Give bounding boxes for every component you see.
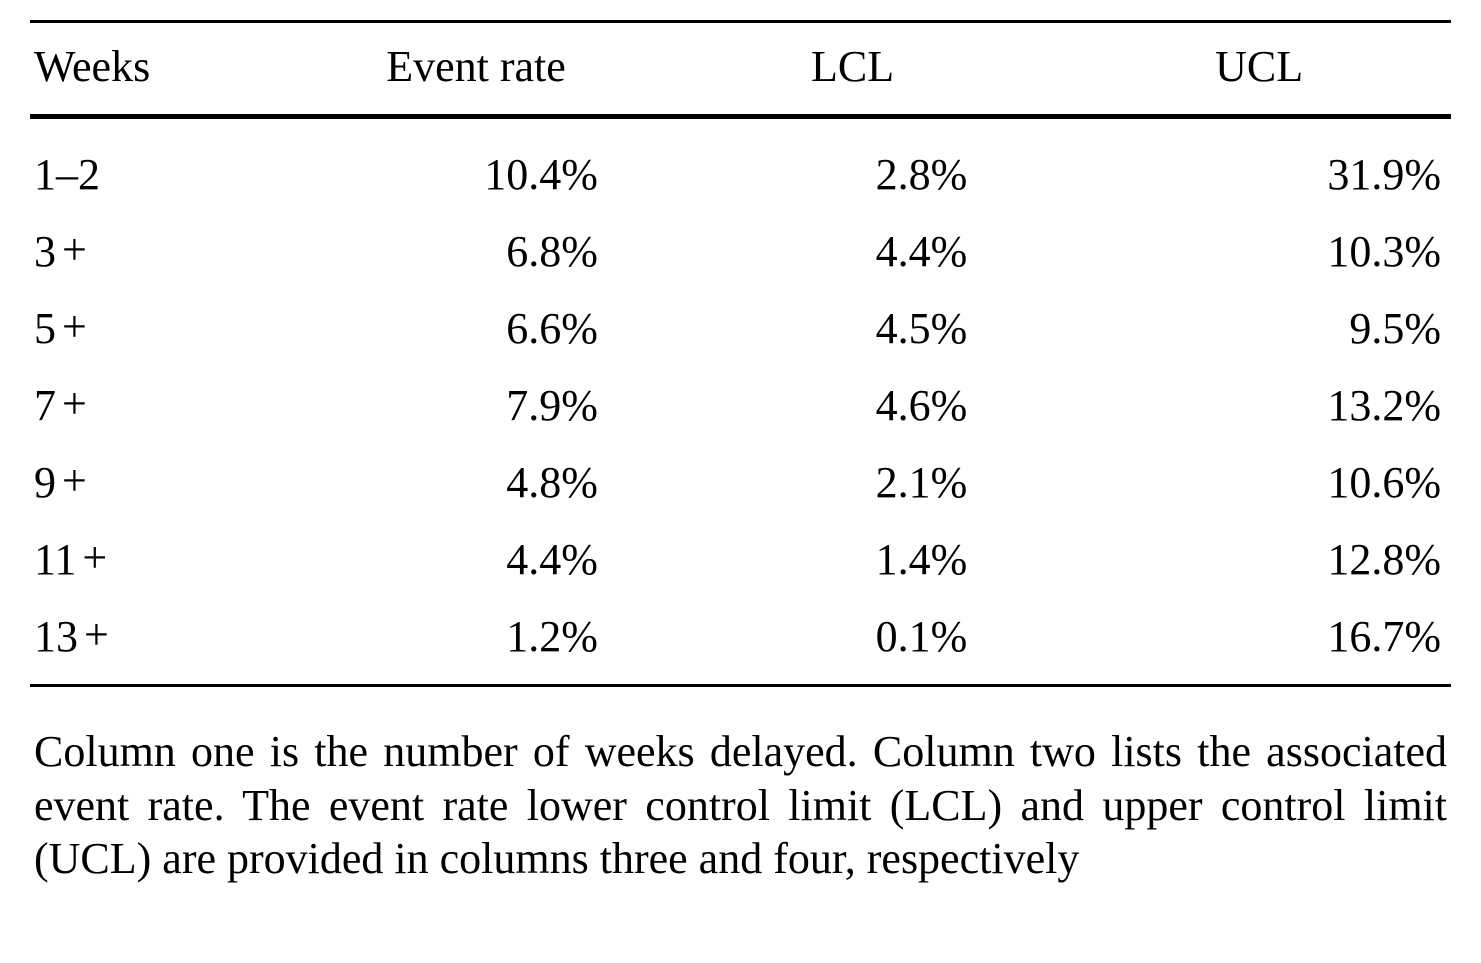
cell-weeks: 1–2 (30, 117, 314, 214)
cell-lcl: 0.1% (698, 598, 1067, 686)
table-header-row: Weeks Event rate LCL UCL (30, 22, 1451, 117)
cell-event-rate: 1.2% (314, 598, 698, 686)
table-row: 7+7.9%4.6%13.2% (30, 367, 1451, 444)
cell-ucl: 10.6% (1067, 444, 1451, 521)
table-row: 5+6.6%4.5%9.5% (30, 290, 1451, 367)
table-row: 9+4.8%2.1%10.6% (30, 444, 1451, 521)
col-header-ucl: UCL (1067, 22, 1451, 117)
cell-lcl: 2.8% (698, 117, 1067, 214)
cell-weeks: 11+ (30, 521, 314, 598)
cell-lcl: 4.6% (698, 367, 1067, 444)
cell-event-rate: 4.4% (314, 521, 698, 598)
col-header-lcl: LCL (698, 22, 1067, 117)
cell-event-rate: 6.8% (314, 213, 698, 290)
cell-event-rate: 7.9% (314, 367, 698, 444)
table-row: 3+6.8%4.4%10.3% (30, 213, 1451, 290)
cell-lcl: 2.1% (698, 444, 1067, 521)
cell-ucl: 13.2% (1067, 367, 1451, 444)
cell-event-rate: 4.8% (314, 444, 698, 521)
cell-lcl: 4.5% (698, 290, 1067, 367)
table-row: 11+4.4%1.4%12.8% (30, 521, 1451, 598)
table-row: 13+1.2%0.1%16.7% (30, 598, 1451, 686)
cell-event-rate: 6.6% (314, 290, 698, 367)
table-row: 1–210.4%2.8%31.9% (30, 117, 1451, 214)
col-header-weeks: Weeks (30, 22, 314, 117)
event-rate-table: Weeks Event rate LCL UCL 1–210.4%2.8%31.… (30, 20, 1451, 687)
cell-weeks: 9+ (30, 444, 314, 521)
cell-ucl: 16.7% (1067, 598, 1451, 686)
cell-lcl: 4.4% (698, 213, 1067, 290)
cell-weeks: 7+ (30, 367, 314, 444)
col-header-event-rate: Event rate (314, 22, 698, 117)
cell-weeks: 5+ (30, 290, 314, 367)
cell-ucl: 12.8% (1067, 521, 1451, 598)
table-caption: Column one is the number of weeks delaye… (30, 725, 1451, 886)
cell-lcl: 1.4% (698, 521, 1067, 598)
cell-ucl: 31.9% (1067, 117, 1451, 214)
cell-ucl: 9.5% (1067, 290, 1451, 367)
cell-weeks: 13+ (30, 598, 314, 686)
cell-event-rate: 10.4% (314, 117, 698, 214)
cell-ucl: 10.3% (1067, 213, 1451, 290)
table-body: 1–210.4%2.8%31.9%3+6.8%4.4%10.3%5+6.6%4.… (30, 117, 1451, 686)
cell-weeks: 3+ (30, 213, 314, 290)
